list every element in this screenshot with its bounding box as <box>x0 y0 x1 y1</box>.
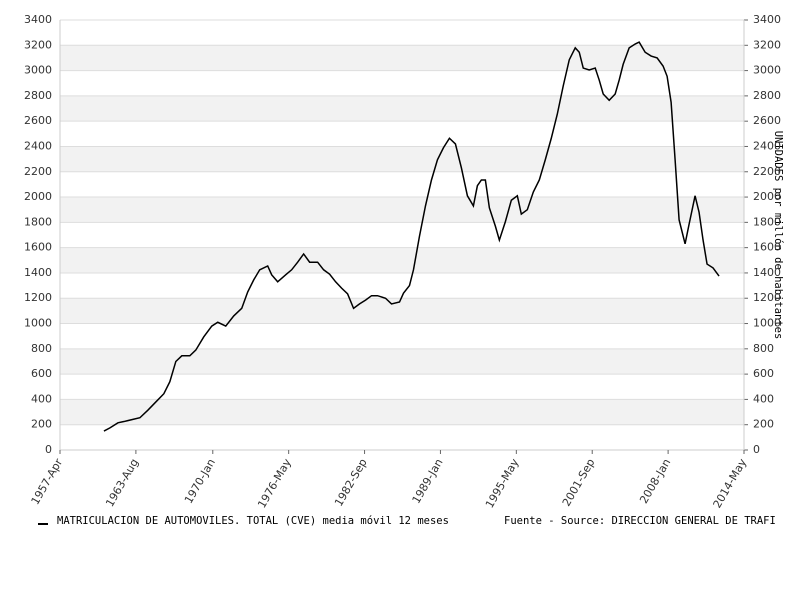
x-tick-label: 1982-Sep <box>332 456 370 508</box>
y-tick-label: 800 <box>31 342 52 355</box>
x-tick-label: 2014-May <box>711 456 750 510</box>
legend-label: MATRICULACION DE AUTOMOVILES. TOTAL (CVE… <box>57 515 449 527</box>
y2-tick-label: 3000 <box>753 64 781 77</box>
y-tick-label: 0 <box>45 443 52 456</box>
y2-tick-label: 3400 <box>753 13 781 26</box>
x-tick-label: 1989-Jan <box>410 456 446 505</box>
grid-band <box>60 95 744 122</box>
x-tick-label: 1963-Aug <box>103 457 141 510</box>
y2-tick-label: 1800 <box>753 215 781 228</box>
y2-tick-label: 200 <box>753 418 774 431</box>
y-tick-label: 2800 <box>24 89 52 102</box>
y-tick-label: 200 <box>31 418 52 431</box>
y2-tick-label: 0 <box>753 443 760 456</box>
y2-tick-label: 2000 <box>753 190 781 203</box>
y2-tick-label: 3200 <box>753 38 781 51</box>
grid-band <box>60 197 744 223</box>
grid-band <box>60 247 744 273</box>
grid-band <box>60 146 744 172</box>
y2-tick-label: 400 <box>753 392 774 405</box>
y-tick-label: 1600 <box>24 241 52 254</box>
x-tick-label: 1995-May <box>483 456 522 510</box>
x-tick-label: 1957-Apr <box>29 456 66 507</box>
grid-band <box>60 399 744 425</box>
y-tick-label: 3200 <box>24 38 52 51</box>
y2-tick-label: 2200 <box>753 165 781 178</box>
y-axis-label: UNIDADES por millón de habitantes <box>772 131 784 340</box>
x-tick-label: 2001-Sep <box>560 456 598 508</box>
y-tick-label: 2200 <box>24 165 52 178</box>
y-tick-label: 2600 <box>24 114 52 127</box>
source: Fuente - Source: DIRECCION GENERAL DE TR… <box>504 515 776 527</box>
y-tick-label: 1400 <box>24 266 52 279</box>
y-tick-label: 2000 <box>24 190 52 203</box>
y-tick-label: 1800 <box>24 215 52 228</box>
grid-band <box>60 348 744 375</box>
y-tick-label: 400 <box>31 392 52 405</box>
y2-tick-label: 2600 <box>753 114 781 127</box>
y2-tick-label: 1600 <box>753 241 781 254</box>
x-tick-label: 1976-May <box>255 456 294 510</box>
x-tick-label: 2008-Jan <box>637 456 673 505</box>
y-tick-label: 600 <box>31 367 52 380</box>
y-tick-label: 2400 <box>24 139 52 152</box>
y2-tick-label: 1200 <box>753 291 781 304</box>
y-tick-label: 3400 <box>24 13 52 26</box>
y-tick-label: 1200 <box>24 291 52 304</box>
y2-tick-label: 2400 <box>753 139 781 152</box>
y2-tick-label: 2800 <box>753 89 781 102</box>
y-tick-label: 1000 <box>24 317 52 330</box>
series-line <box>103 41 720 432</box>
x-tick-label: 1970-Jan <box>182 456 218 505</box>
y2-tick-label: 800 <box>753 342 774 355</box>
grid-band <box>60 45 744 71</box>
y2-tick-label: 1400 <box>753 266 781 279</box>
y2-tick-label: 600 <box>753 367 774 380</box>
y2-tick-label: 1000 <box>753 317 781 330</box>
grid-band <box>60 298 744 324</box>
y-tick-label: 3000 <box>24 64 52 77</box>
